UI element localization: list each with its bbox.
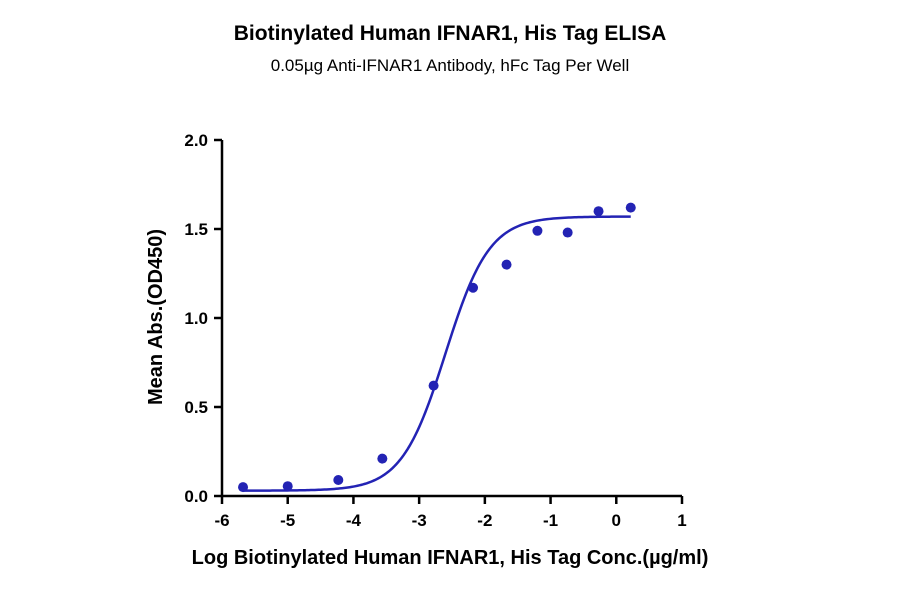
fit-curve (243, 215, 631, 492)
y-axis-title: Mean Abs.(OD450) (145, 229, 167, 405)
data-point (282, 481, 293, 492)
y-tick-label: 1.5 (184, 220, 208, 239)
y-tick-label: 2.0 (184, 131, 208, 150)
data-point (562, 227, 573, 238)
y-tick-label: 0.5 (184, 398, 208, 417)
y-tick-label: 1.0 (184, 309, 208, 328)
data-point (501, 259, 512, 270)
x-tick-label: -2 (477, 511, 492, 530)
x-tick-label: -4 (346, 511, 362, 530)
data-point (377, 453, 388, 464)
x-tick-label: -5 (280, 511, 295, 530)
data-point (625, 202, 636, 213)
x-axis-title: Log Biotinylated Human IFNAR1, His Tag C… (192, 547, 709, 569)
axes: 0.0 0.5 1.0 1.5 2.0 -6 -5 -4 -3 -2 -1 0 1 (184, 131, 686, 530)
x-tick-label: -3 (412, 511, 427, 530)
data-point (428, 380, 439, 391)
chart-title: Biotinylated Human IFNAR1, His Tag ELISA (233, 22, 667, 45)
fit-curve-group (243, 215, 631, 492)
data-point (468, 282, 479, 293)
data-point (333, 474, 344, 485)
x-tick-label: 1 (677, 511, 686, 530)
data-point (593, 206, 604, 217)
data-points (238, 202, 636, 493)
data-point (238, 482, 249, 493)
data-point (532, 225, 543, 236)
x-tick-label: -6 (214, 511, 229, 530)
y-tick-label: 0.0 (184, 487, 208, 506)
chart-subtitle: 0.05µg Anti-IFNAR1 Antibody, hFc Tag Per… (270, 56, 630, 75)
x-tick-label: 0 (612, 511, 621, 530)
x-tick-label: -1 (543, 511, 558, 530)
